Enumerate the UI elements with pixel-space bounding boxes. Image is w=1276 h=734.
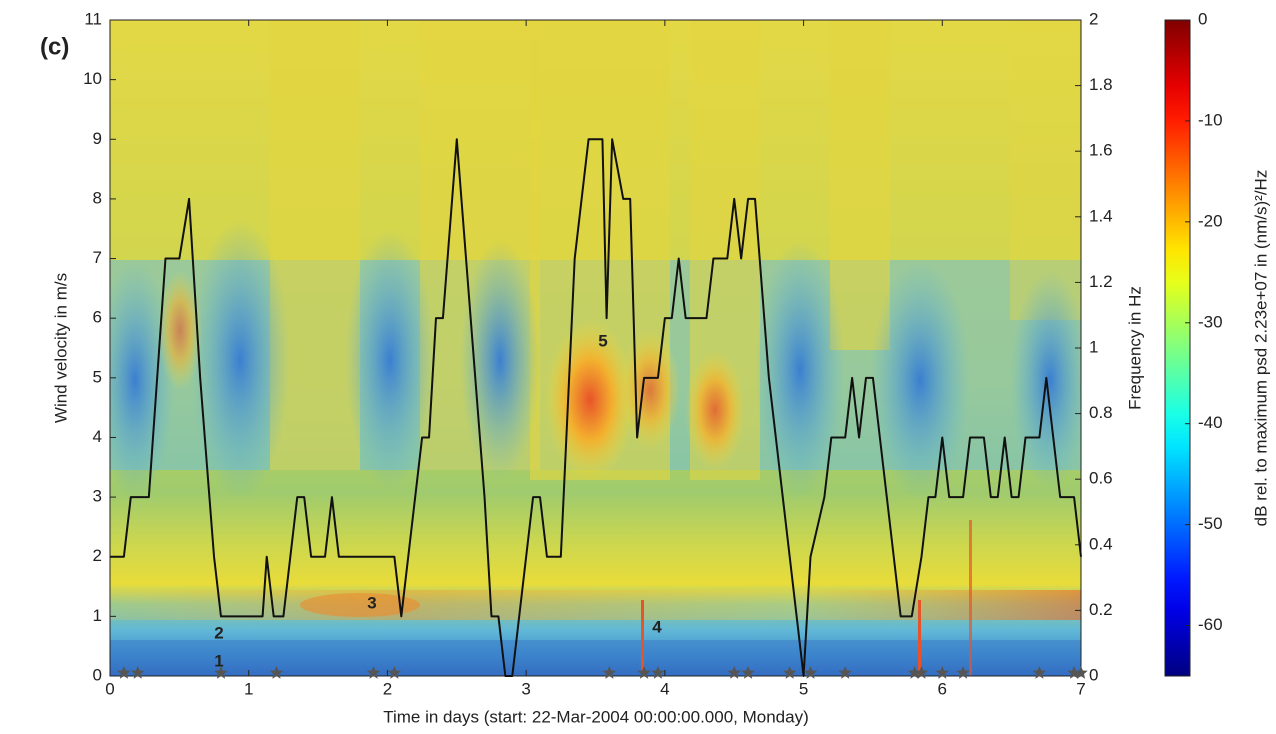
- y-axis-label: Wind velocity in m/s: [51, 273, 70, 423]
- event-marker: [1067, 666, 1081, 679]
- event-marker: [131, 666, 145, 679]
- y-tick-label: 9: [93, 129, 102, 148]
- y2-tick-label: 1.8: [1089, 75, 1113, 94]
- annotation: 1: [214, 651, 223, 670]
- y2-tick-label: 0.8: [1089, 403, 1113, 422]
- x-tick-label: 4: [660, 679, 669, 698]
- panel-label: (c): [40, 33, 69, 60]
- event-marker: [214, 666, 228, 679]
- event-marker: [117, 666, 131, 679]
- y-tick-label: 5: [93, 367, 102, 386]
- colorbar-tick-label: -20: [1198, 211, 1223, 230]
- y-tick-label: 0: [93, 665, 102, 684]
- x-tick-label: 1: [244, 679, 253, 698]
- event-marker: [387, 666, 401, 679]
- colorbar-tick-label: -60: [1198, 615, 1223, 634]
- event-marker: [637, 666, 651, 679]
- colorbar: [1164, 19, 1191, 677]
- y2-tick-label: 0.2: [1089, 600, 1113, 619]
- y2-tick-label: 1.4: [1089, 206, 1113, 225]
- x-tick-label: 3: [521, 679, 530, 698]
- y2-tick-label: 0.4: [1089, 534, 1113, 553]
- event-marker: [803, 666, 818, 679]
- x-tick-label: 5: [799, 679, 808, 698]
- x-axis-label: Time in days (start: 22-Mar-2004 00:00:0…: [383, 707, 809, 726]
- y-tick-label: 6: [93, 308, 102, 327]
- event-marker: [1032, 666, 1046, 679]
- y-tick-label: 2: [93, 546, 102, 565]
- y2-tick-label: 1: [1089, 337, 1098, 356]
- colorbar-tick-label: 0: [1198, 9, 1207, 28]
- x-tick-label: 6: [938, 679, 947, 698]
- event-marker: [838, 666, 852, 679]
- annotation: 3: [367, 593, 376, 612]
- y2-tick-label: 0: [1089, 665, 1098, 684]
- annotation: 4: [652, 617, 662, 636]
- event-marker: [907, 666, 922, 679]
- event-marker: [651, 666, 665, 679]
- event-marker: [783, 666, 797, 679]
- event-marker: [956, 666, 970, 679]
- y-tick-label: 11: [84, 9, 102, 28]
- event-marker: [741, 666, 755, 679]
- event-marker: [602, 666, 616, 679]
- event-marker: [269, 666, 284, 679]
- event-marker: [366, 666, 381, 679]
- x-tick-label: 2: [383, 679, 392, 698]
- x-tick-label: 0: [105, 679, 114, 698]
- y-tick-label: 1: [93, 606, 102, 625]
- spectrogram: [110, 20, 1081, 676]
- event-marker: [935, 666, 949, 679]
- colorbar-tick-label: -30: [1198, 312, 1223, 331]
- event-marker: [1074, 666, 1088, 679]
- y2-tick-label: 2: [1089, 9, 1098, 28]
- y-tick-label: 4: [93, 427, 102, 446]
- event-marker: [727, 666, 741, 679]
- colorbar-tick-label: -40: [1198, 413, 1223, 432]
- y-tick-label: 10: [83, 69, 102, 88]
- colorbar-tick-label: -50: [1198, 514, 1223, 533]
- annotation: 5: [598, 331, 607, 350]
- y2-tick-label: 1.6: [1089, 141, 1113, 160]
- wind-line: [110, 138, 1082, 677]
- x-tick-label: 7: [1076, 679, 1085, 698]
- y-tick-label: 7: [93, 248, 102, 267]
- annotation: 2: [214, 623, 223, 642]
- colorbar-label: dB rel. to maximum psd 2.23e+07 in (nm/s…: [1251, 170, 1270, 527]
- y-tick-label: 8: [93, 188, 102, 207]
- y2-tick-label: 0.6: [1089, 469, 1113, 488]
- colorbar-tick-label: -10: [1198, 110, 1223, 129]
- y2-axis-label: Frequency in Hz: [1125, 286, 1144, 410]
- y2-tick-label: 1.2: [1089, 272, 1113, 291]
- event-marker: [914, 666, 929, 679]
- y-tick-label: 3: [93, 487, 102, 506]
